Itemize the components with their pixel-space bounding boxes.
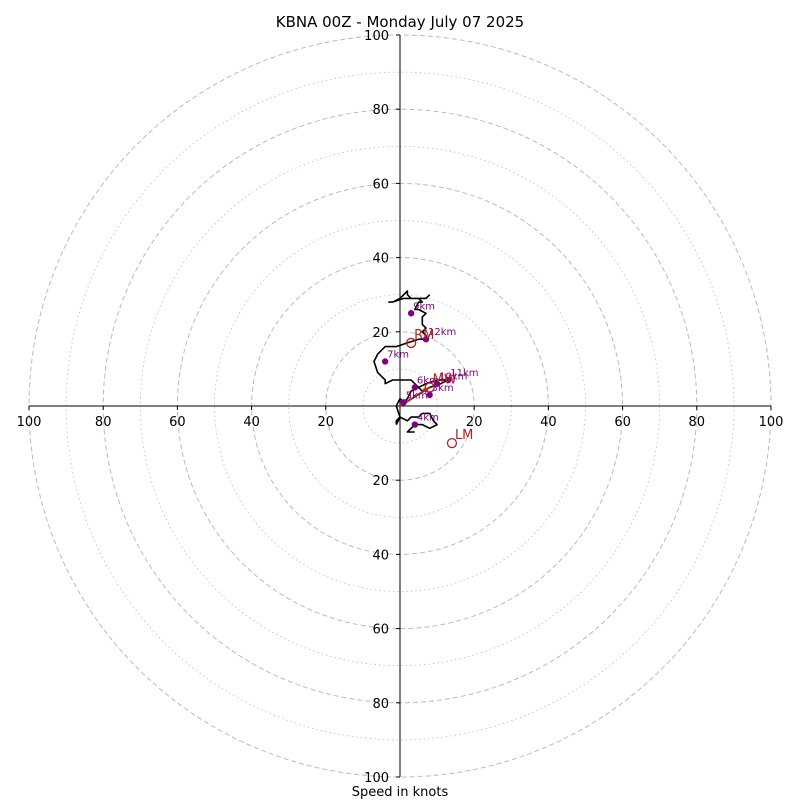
height-label-12km: 12km xyxy=(428,327,456,338)
x-tick-label: 80 xyxy=(689,415,706,430)
x-tick-label: 80 xyxy=(95,415,112,430)
height-point-12km xyxy=(422,336,430,343)
storm-motion-label-lm: LM xyxy=(455,428,473,443)
chart-title: KBNA 00Z - Monday July 07 2025 xyxy=(276,13,524,31)
x-axis-label: Speed in knots xyxy=(352,785,449,800)
height-point-3km xyxy=(426,391,433,399)
y-tick-label: 20 xyxy=(372,326,389,341)
height-label-5km: 5km xyxy=(406,390,428,401)
y-tick-label: 60 xyxy=(372,177,389,192)
height-label-10km: 10km xyxy=(439,372,467,383)
height-point-4km xyxy=(411,421,419,428)
storm-motion-lm xyxy=(446,437,458,449)
x-tick-label: 20 xyxy=(466,415,483,430)
x-tick-label: 40 xyxy=(540,415,557,430)
y-tick-label: 20 xyxy=(372,474,389,489)
x-tick-label: 60 xyxy=(614,415,631,430)
storm-motion-label-rm: RM xyxy=(414,328,434,343)
storm-motion-label-mw: MW xyxy=(433,372,457,387)
height-label-9km: 9km xyxy=(413,301,435,312)
height-point-11km xyxy=(445,376,452,384)
height-point-6km xyxy=(411,384,419,391)
height-label-3km: 3km xyxy=(432,383,454,394)
x-tick-label: 40 xyxy=(243,415,260,430)
y-tick-label: 60 xyxy=(372,623,389,638)
ticks-group: 100 80 60 40 20 20 40 60 80 100 100 80 60 40 20 20 40 60 8… xyxy=(17,29,784,786)
storm-motions-group: RM LM MW xyxy=(405,328,473,449)
height-point-10km xyxy=(433,380,441,387)
height-label-11km: 11km xyxy=(450,368,478,379)
height-label-6km: 6km xyxy=(417,375,439,386)
height-point-9km xyxy=(407,310,415,317)
storm-motion-mw xyxy=(424,382,435,393)
height-point-7km xyxy=(381,358,389,365)
height-label-7km: 7km xyxy=(387,349,409,360)
storm-motion-rm xyxy=(405,337,417,349)
x-tick-label: 100 xyxy=(759,415,784,430)
y-tick-label: 40 xyxy=(372,548,389,563)
hodograph-trace xyxy=(373,290,450,425)
x-tick-label: 20 xyxy=(318,415,335,430)
y-tick-label: 80 xyxy=(372,697,389,712)
y-tick-label: 100 xyxy=(364,771,389,786)
height-point-5km xyxy=(400,399,407,406)
height-label-4km: 4km xyxy=(417,413,439,424)
y-tick-label: 40 xyxy=(372,252,389,267)
x-tick-label: 60 xyxy=(169,415,186,430)
y-tick-label: 80 xyxy=(372,103,389,118)
y-tick-label: 100 xyxy=(364,29,389,44)
x-tick-label: 100 xyxy=(17,415,42,430)
